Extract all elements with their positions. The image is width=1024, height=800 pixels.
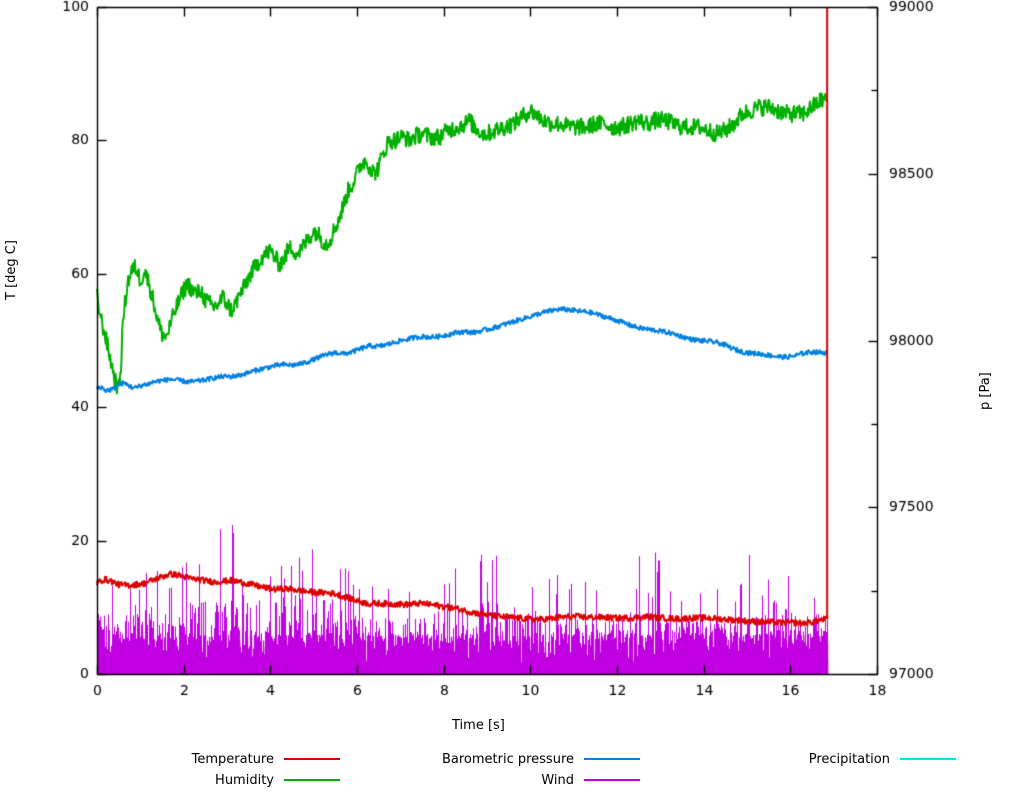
legend-swatch-precipitation — [900, 758, 956, 760]
y-axis-right-label: p [Pa] — [978, 372, 993, 410]
legend-item-humidity: Humidity — [10, 772, 340, 788]
x-axis-label: Time [s] — [452, 718, 505, 733]
legend-swatch-temperature — [284, 758, 340, 760]
legend-label-humidity: Humidity — [215, 772, 274, 788]
legend-label-precipitation: Precipitation — [808, 751, 890, 767]
legend-swatch-humidity — [284, 779, 340, 781]
legend-label-temperature: Temperature — [191, 751, 274, 767]
y-axis-left-label: T [deg C] — [4, 240, 19, 300]
legend-item-wind: Wind — [340, 772, 640, 788]
chart-legend: Temperature Humidity Barometric pressure… — [0, 748, 1024, 794]
legend-item-temperature: Temperature — [10, 751, 340, 767]
legend-label-barometric-pressure: Barometric pressure — [441, 751, 574, 767]
legend-swatch-wind — [584, 779, 640, 781]
legend-label-wind: Wind — [541, 772, 574, 788]
legend-item-precipitation: Precipitation — [640, 751, 956, 767]
legend-item-barometric-pressure: Barometric pressure — [340, 751, 640, 767]
legend-swatch-barometric-pressure — [584, 758, 640, 760]
